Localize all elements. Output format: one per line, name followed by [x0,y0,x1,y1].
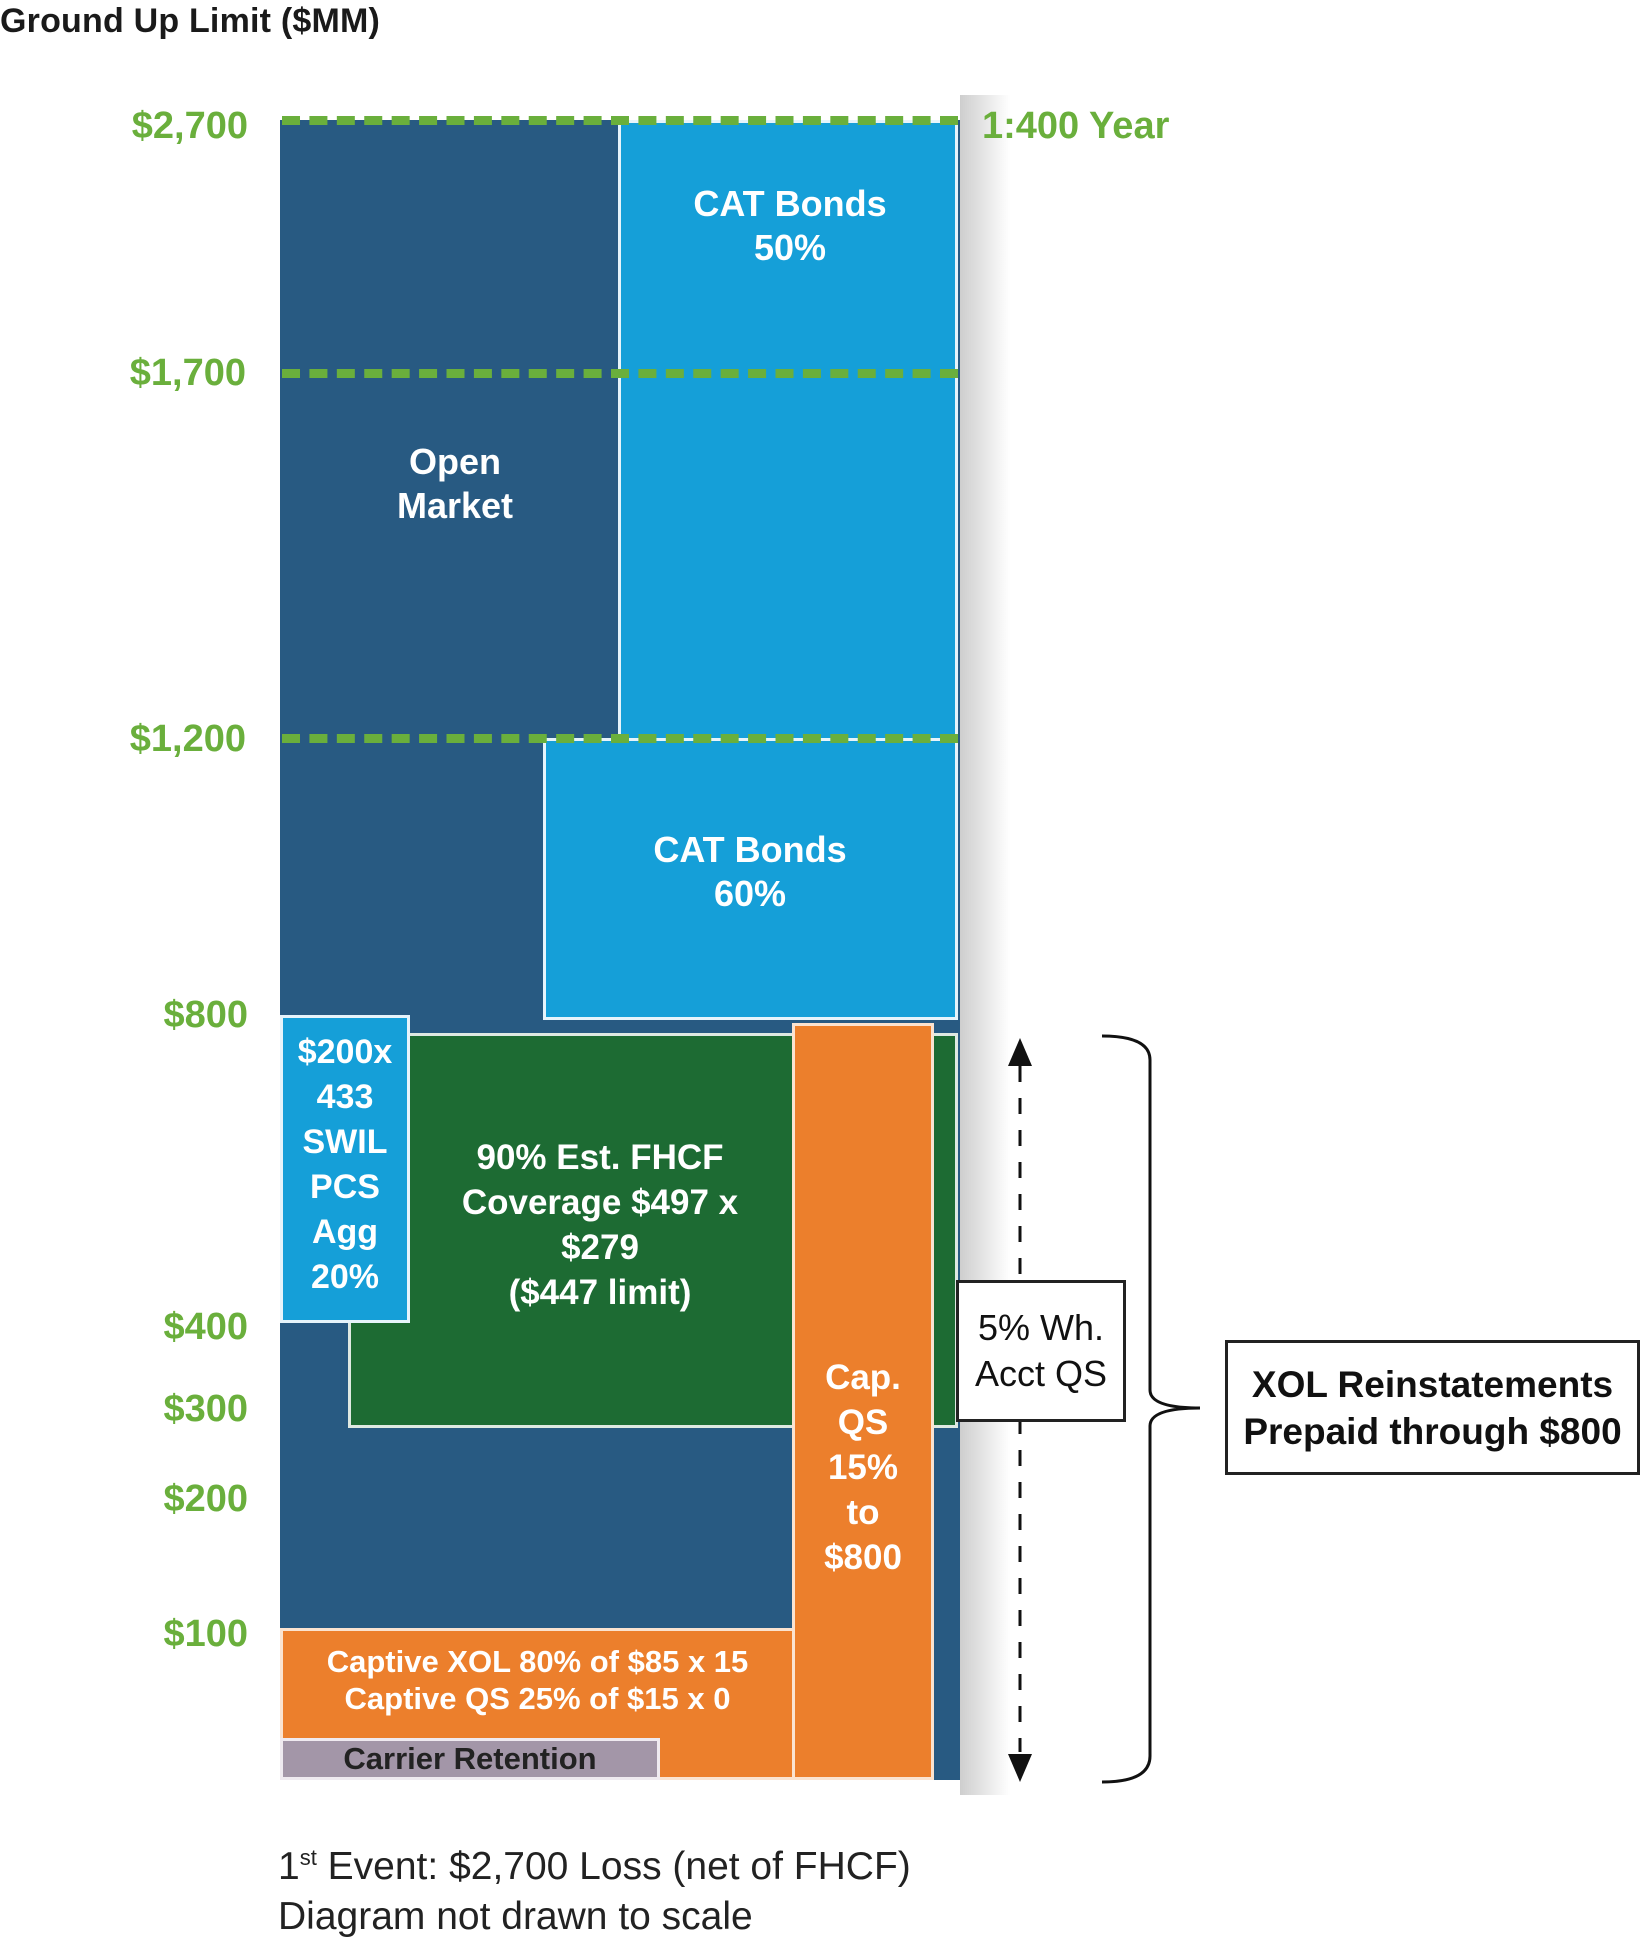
cat-bonds-50-line-1: CAT Bonds [693,183,887,224]
swil-line-1: $200x [297,1033,393,1071]
y-label-100: $100 [163,1613,248,1655]
swil-line-2: 433 [316,1078,374,1116]
footer-event-sup: st [299,1845,317,1870]
return-period-label: 1:400 Year [982,105,1170,147]
chart-title: Ground Up Limit ($MM) [0,2,381,40]
fhcf-label: 90% Est. FHCF Coverage $497 x $279 ($447… [430,1135,770,1315]
footer-note: Diagram not drawn to scale [278,1895,753,1938]
y-label-200: $200 [163,1478,248,1520]
cap-qs-line-4: to [846,1493,880,1532]
wh-acct-qs-line-2: Acct QS [974,1353,1108,1394]
open-market-label: Open Market [330,440,580,528]
cap-qs-line-1: Cap. [825,1358,901,1397]
swil-block [280,1015,410,1323]
swil-line-5: Agg [311,1213,379,1251]
cat-bonds-50-line-2: 50% [753,227,827,268]
cat-bonds-50-block [618,120,958,740]
cat-bonds-60-block [543,738,958,1020]
footer-event-number: 1 [278,1845,300,1888]
cap-qs-line-2: QS [837,1403,889,1442]
wh-acct-qs-line-1: 5% Wh. [977,1307,1105,1348]
open-market-line-1: Open [408,441,501,482]
tower-shadow [960,95,1010,1795]
swil-line-4: PCS [310,1168,380,1206]
fhcf-line-3: $279 [561,1228,639,1267]
threshold-line-1200 [282,734,958,743]
carrier-retention-block: Carrier Retention [280,1738,660,1780]
cap-qs-line-5: $800 [824,1538,902,1577]
range-arrow-icon [1008,1038,1032,1782]
fhcf-line-4: ($447 limit) [508,1273,692,1312]
y-label-2700: $2,700 [131,105,248,147]
swil-line-3: SWIL [302,1123,388,1161]
cat-bonds-60-label: CAT Bonds 60% [560,828,940,916]
cap-qs-label: Cap. QS 15% to $800 [792,1355,934,1580]
open-market-line-2: Market [396,485,514,526]
fhcf-line-1: 90% Est. FHCF [476,1138,724,1177]
xol-reinstatements-box: XOL Reinstatements Prepaid through $800 [1225,1340,1640,1475]
captive-xol-line-1: Captive XOL 80% of $85 x 15 [326,1644,749,1679]
carrier-retention-label: Carrier Retention [343,1741,597,1776]
captive-qs-line-2: Captive QS 25% of $15 x 0 [344,1681,731,1716]
footer-event: 1st Event: $2,700 Loss (net of FHCF) [278,1845,911,1889]
threshold-line-1700 [282,369,958,378]
y-label-800: $800 [163,994,248,1036]
cap-qs-block [792,1023,934,1780]
xol-reinstatements-line-1: XOL Reinstatements [1251,1363,1614,1405]
y-label-1700: $1,700 [129,352,246,394]
y-label-1200: $1,200 [129,718,246,760]
cat-bonds-60-line-2: 60% [713,873,787,914]
footer-event-text: Event: $2,700 Loss (net of FHCF) [316,1845,911,1888]
threshold-line-2700 [282,116,958,125]
curly-brace-icon [1101,1034,1201,1784]
swil-line-6: 20% [310,1258,380,1296]
fhcf-line-2: Coverage $497 x [461,1183,739,1222]
cap-qs-line-3: 15% [827,1448,899,1487]
y-label-400: $400 [163,1306,248,1348]
xol-reinstatements-line-2: Prepaid through $800 [1243,1410,1622,1452]
cat-bonds-60-line-1: CAT Bonds [653,829,847,870]
captive-xol-label: Captive XOL 80% of $85 x 15 Captive QS 2… [285,1643,790,1717]
y-label-300: $300 [163,1388,248,1430]
cat-bonds-50-label: CAT Bonds 50% [640,182,940,270]
swil-label: $200x 433 SWIL PCS Agg 20% [280,1030,410,1300]
wh-acct-qs-box: 5% Wh. Acct QS [956,1280,1126,1422]
